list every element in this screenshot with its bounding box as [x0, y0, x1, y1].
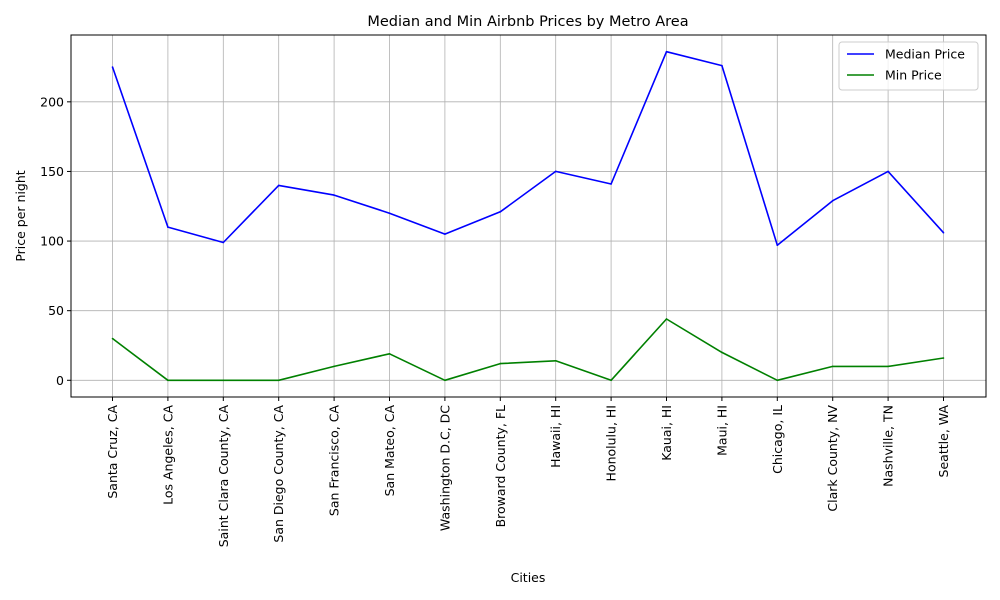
data-point: [721, 351, 723, 354]
x-tick-label: Maui, HI: [714, 405, 729, 456]
x-tick-label: Hawaii, HI: [548, 405, 563, 468]
x-tick-label: San Mateo, CA: [382, 405, 397, 497]
data-point: [222, 379, 225, 382]
data-point: [499, 362, 502, 365]
data-point: [444, 379, 446, 382]
x-tick-label: Washington D.C, DC: [437, 405, 452, 531]
data-point: [665, 318, 668, 320]
data-point: [167, 379, 169, 382]
data-point: [776, 244, 779, 247]
legend-label: Median Price: [885, 47, 965, 62]
series-line-1: [112, 318, 944, 382]
data-point: [942, 231, 945, 234]
plot-frame: [70, 34, 987, 398]
data-point: [831, 365, 834, 368]
data-point: [277, 184, 280, 187]
data-point: [222, 241, 225, 244]
x-tick-label: Los Angeles, CA: [160, 405, 175, 505]
data-point: [942, 357, 945, 359]
y-axis-label: Price per night: [13, 170, 28, 261]
data-point: [665, 50, 668, 53]
y-axis: 0 50 100 150 200: [40, 94, 71, 388]
legend: Median Price Min Price: [838, 41, 979, 91]
data-point: [610, 379, 612, 382]
data-point: [388, 353, 391, 355]
data-point: [388, 212, 391, 215]
x-tick-label: Nashville, TN: [881, 405, 896, 487]
x-tick-label: Santa Cruz, CA: [105, 405, 120, 499]
y-tick-label: 200: [40, 94, 64, 109]
series-lines: [111, 50, 945, 382]
y-tick-label: 150: [40, 164, 64, 179]
data-point: [831, 199, 834, 202]
data-point: [444, 233, 446, 235]
data-point: [887, 170, 889, 173]
chart-title: Median and Min Airbnb Prices by Metro Ar…: [367, 14, 688, 30]
grid: [71, 35, 986, 397]
y-tick-label: 50: [48, 303, 64, 318]
x-tick-label: San Francisco, CA: [327, 405, 342, 517]
x-axis-label: Cities: [511, 570, 546, 585]
y-tick-label: 0: [56, 373, 64, 388]
data-point: [333, 194, 335, 196]
legend-label: Min Price: [885, 68, 942, 83]
y-tick-label: 100: [40, 234, 64, 249]
data-point: [111, 66, 114, 68]
data-point: [499, 211, 502, 213]
x-tick-label: Broward County, FL: [493, 405, 508, 527]
x-tick-label: Kauai, HI: [659, 405, 674, 461]
data-point: [554, 360, 557, 362]
data-point: [167, 226, 169, 228]
data-point: [610, 183, 612, 185]
x-tick-label: Chicago, IL: [770, 405, 785, 474]
x-tick-label: Saint Clara County, CA: [216, 405, 231, 548]
x-tick-label: Clark County, NV: [825, 405, 840, 512]
data-point: [776, 379, 779, 382]
x-axis: Santa Cruz, CA Los Angeles, CA Saint Clara…: [105, 397, 951, 547]
data-point: [554, 170, 557, 173]
x-tick-label: Honolulu, HI: [604, 405, 619, 481]
data-point: [333, 365, 335, 368]
data-point: [277, 379, 280, 382]
series-line-0: [111, 50, 945, 246]
x-tick-label: San Diego County, CA: [271, 405, 286, 543]
data-point: [887, 365, 889, 368]
x-tick-label: Seattle, WA: [936, 405, 951, 478]
data-point: [721, 64, 723, 67]
data-point: [111, 337, 114, 340]
